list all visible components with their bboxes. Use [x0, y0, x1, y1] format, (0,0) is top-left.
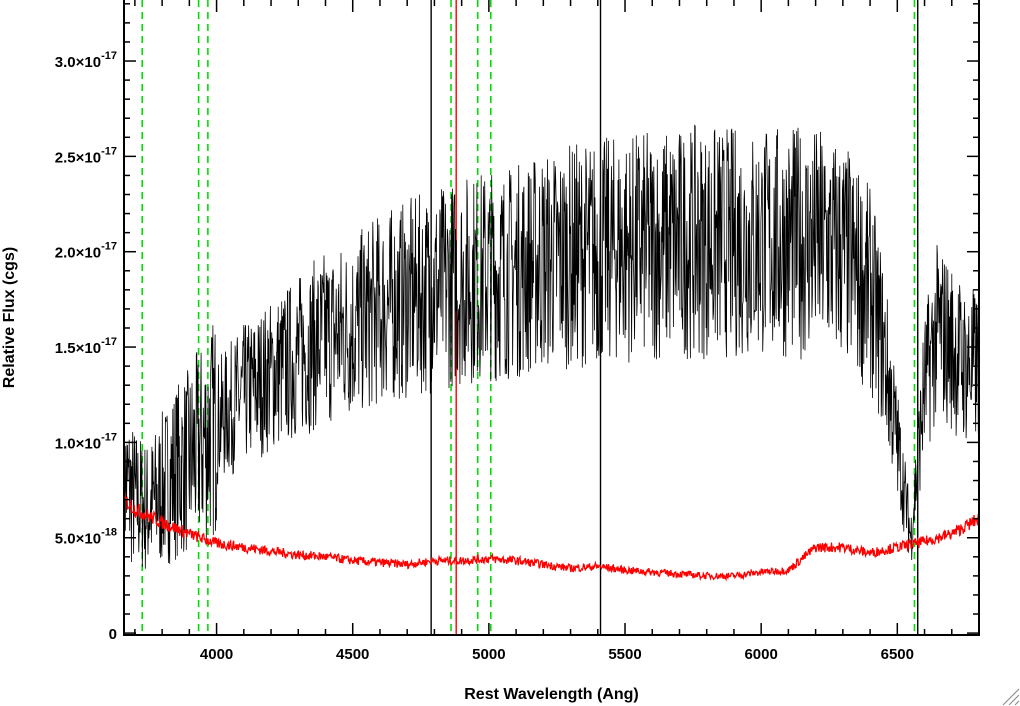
y-tick-label: 0 — [109, 626, 117, 643]
spectrum-series-0 — [123, 124, 980, 569]
y-tick-label: 2.5×10-17 — [55, 145, 117, 166]
axis-ticks — [124, 0, 980, 635]
resize-grip-icon[interactable] — [1002, 688, 1020, 706]
spectrum-series-1 — [123, 492, 980, 582]
x-tick-label: 5000 — [472, 646, 505, 663]
x-tick-label: 5500 — [608, 646, 641, 663]
grip-line — [1008, 694, 1020, 706]
x-axis-title: Rest Wavelength (Ang) — [464, 686, 639, 703]
x-tick-label: 4000 — [200, 646, 233, 663]
x-tick-label: 6500 — [881, 646, 914, 663]
x-tick-label: 4500 — [336, 646, 369, 663]
y-tick-label: 1.0×10-17 — [55, 431, 117, 452]
y-tick-label: 1.5×10-17 — [55, 336, 117, 357]
y-tick-label: 3.0×10-17 — [55, 50, 117, 71]
plot-frame — [123, 0, 980, 636]
grip-line — [1002, 688, 1020, 706]
y-tick-label: 5.0×10-18 — [55, 527, 117, 548]
grip-line — [1014, 700, 1020, 706]
x-tick-label: 6000 — [744, 646, 777, 663]
y-tick-label: 2.0×10-17 — [55, 241, 117, 262]
x-tick-labels: 4000 4500 5000 5500 6000 6500 — [200, 646, 914, 663]
y-axis-title: Relative Flux (cgs) — [1, 247, 18, 388]
y-tick-labels: 0 5.0×10-18 1.0×10-17 1.5×10-17 2.0×10-17 2.5… — [55, 50, 117, 643]
series-layer — [123, 124, 980, 582]
